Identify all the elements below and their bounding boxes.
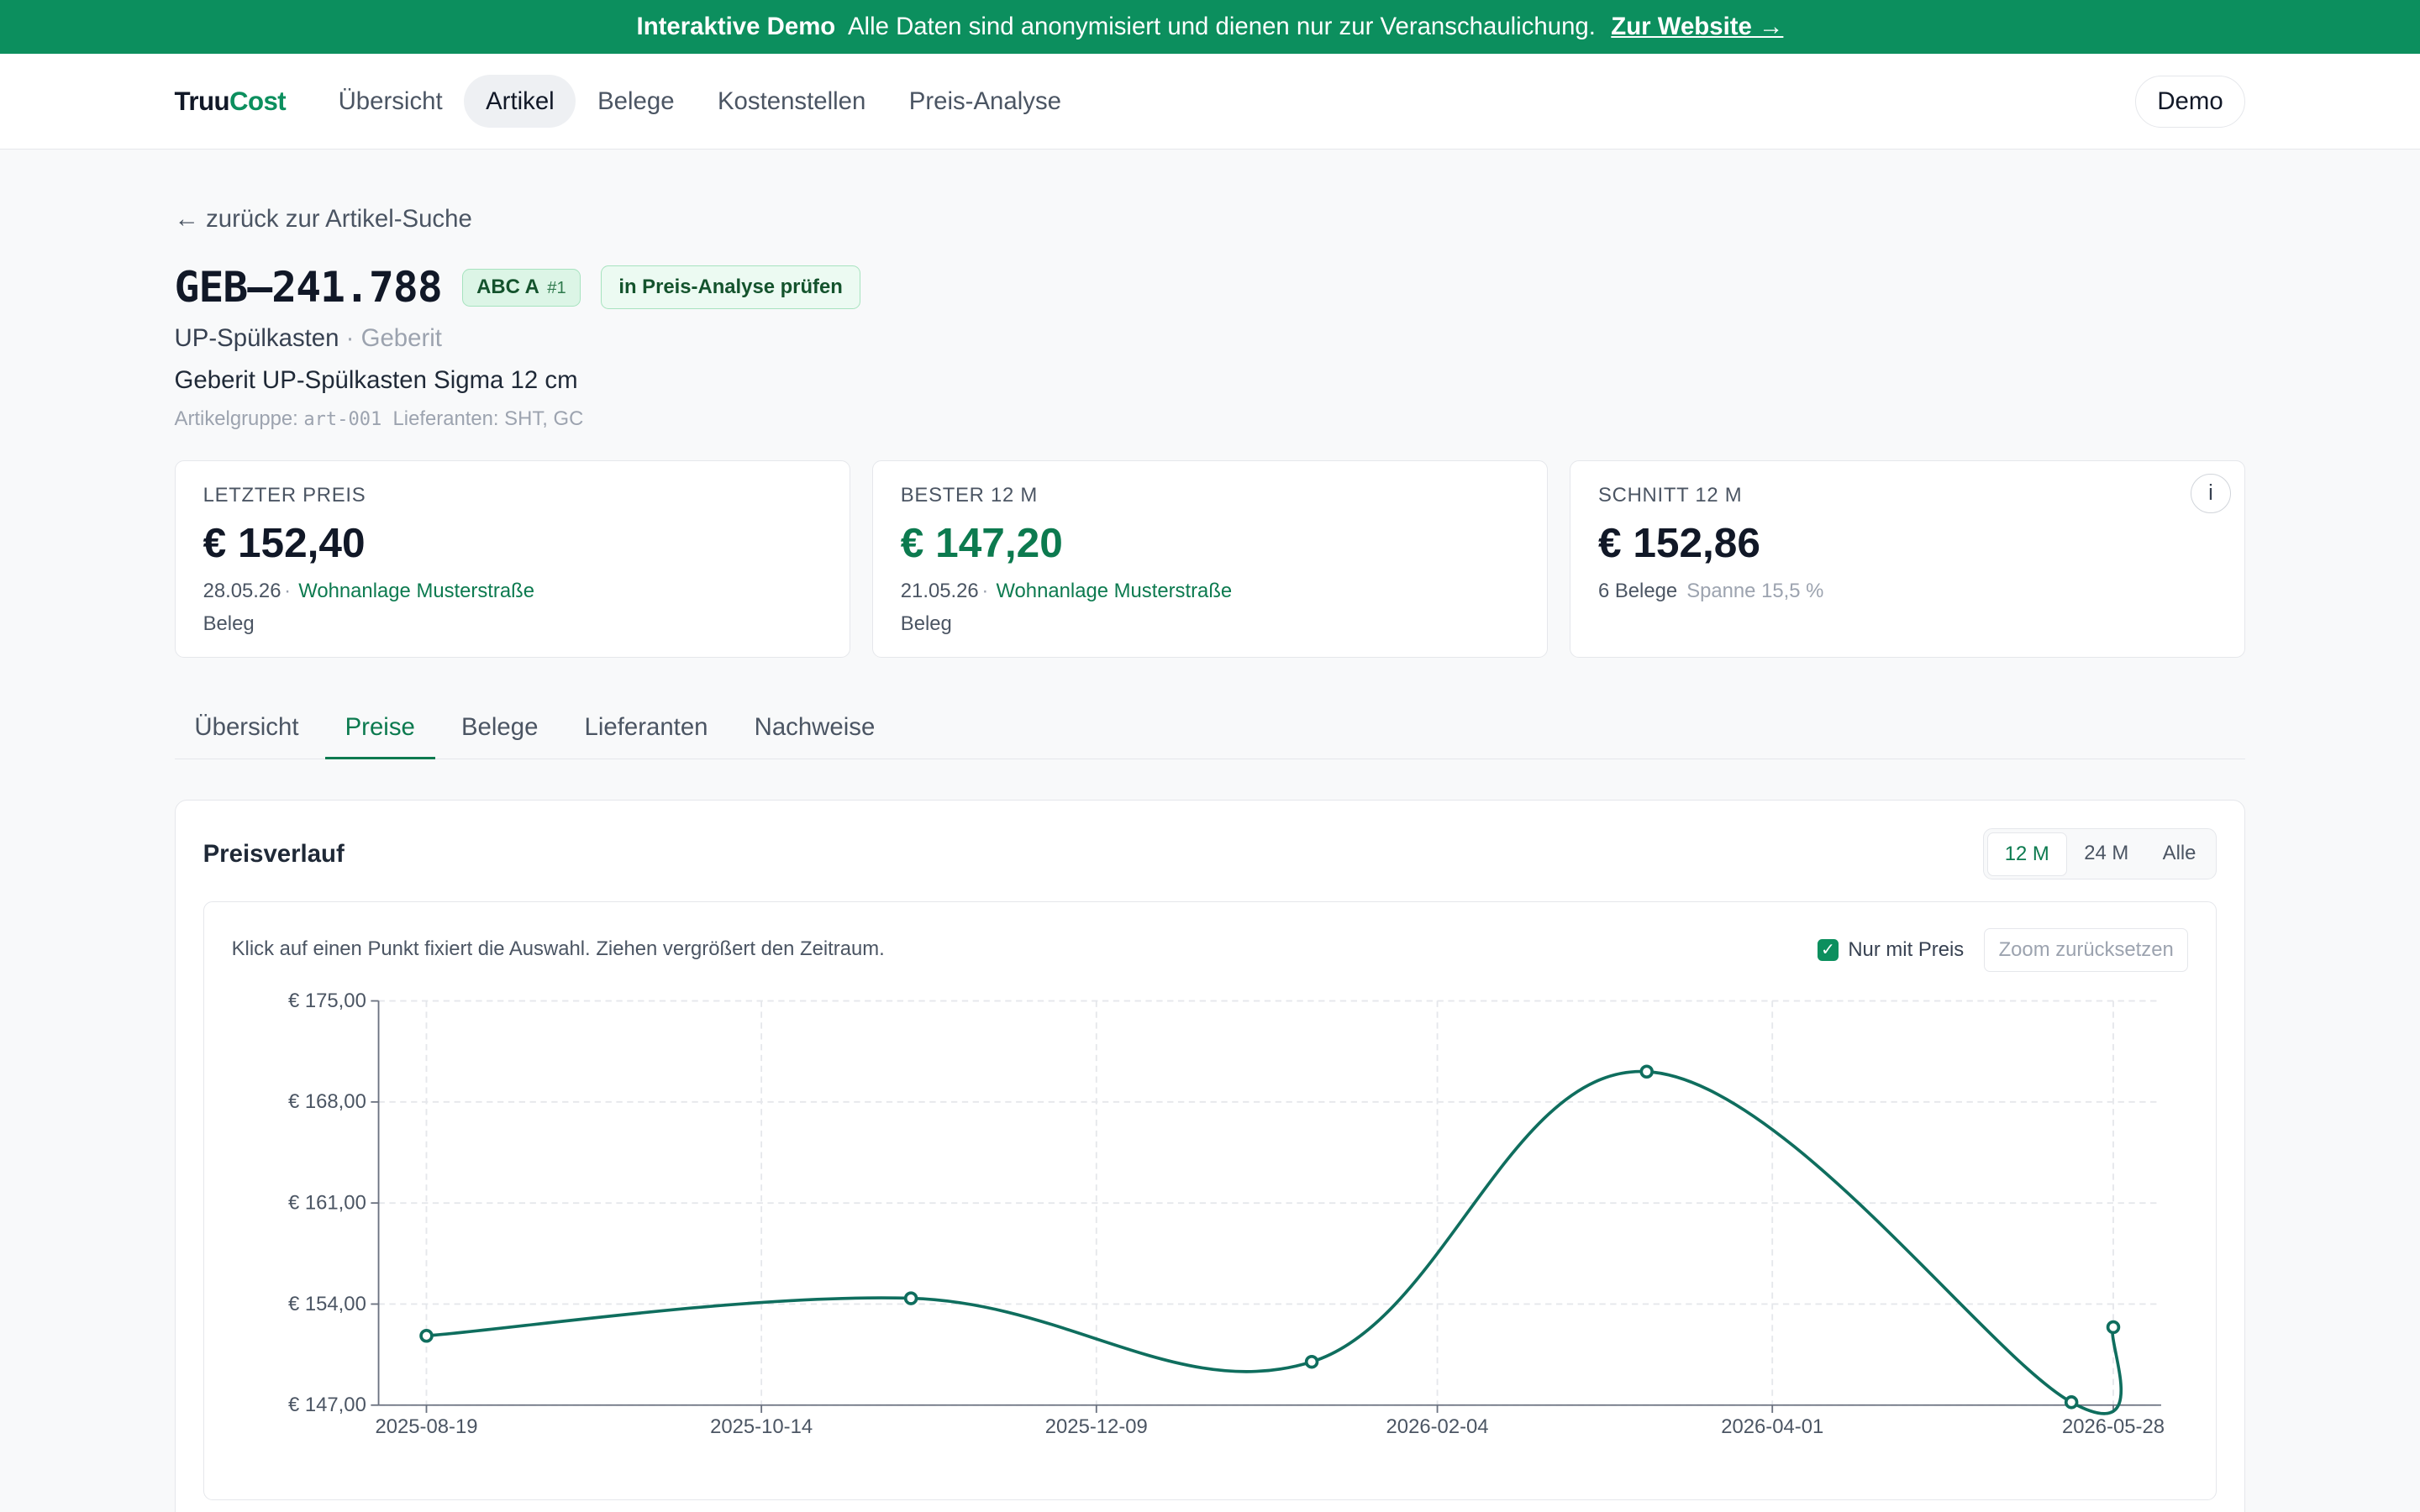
card-label: SCHNITT 12 M [1597,484,1743,507]
y-tick-label: € 154,00 [288,1293,366,1315]
info-icon[interactable]: i [2191,473,2231,514]
card-count: 6 Belege [1597,580,1678,603]
card-value: € 152,86 [1597,519,1760,567]
article-description: Geberit UP-Spülkasten Sigma 12 cm [174,366,578,395]
y-tick-label: € 175,00 [288,990,366,1012]
tab-uebersicht[interactable]: Übersicht [194,713,299,742]
zoom-reset-button[interactable]: Zoom zurücksetzen [1984,928,2189,973]
card-sub: 21.05.26 · Wohnanlage Musterstraße [901,580,1519,603]
range-12m-button[interactable]: 12 M [1986,832,2068,876]
card-value: € 152,40 [203,519,366,567]
article-subline: UP-Spülkasten · Geberit [175,324,2246,353]
checkmark-icon: ✓ [1817,939,1839,962]
banner-text: Alle Daten sind anonymisiert und dienen … [847,13,1596,41]
chart-container: Klick auf einen Punkt fixiert die Auswah… [203,901,2217,1500]
range-all-button[interactable]: Alle [2162,841,2196,864]
card-site-link[interactable]: Wohnanlage Musterstraße [996,580,1233,603]
demo-button[interactable]: Demo [2134,75,2246,128]
card-sub: 28.05.26 · Wohnanlage Musterstraße [203,580,822,603]
nav-item-uebersicht[interactable]: Übersicht [338,87,443,115]
tab-lieferanten[interactable]: Lieferanten [584,713,708,742]
only-price-checkbox[interactable]: ✓ Nur mit Preis [1817,938,1965,962]
card-doc: Beleg [900,612,952,636]
data-point[interactable] [2064,1395,2079,1410]
article-header: GEB–241.788 ABC A #1 in Preis-Analyse pr… [175,263,2246,312]
price-line-chart[interactable]: € 175,00 € 168,00 € 161,00 € 154,00 € 147,00… [204,902,2213,1501]
abc-class: ABC A [476,276,539,299]
website-link[interactable]: Zur Website → [1611,13,1784,41]
nav-item-artikel[interactable]: Artikel [464,75,576,129]
card-sub: 6 Belege Spanne 15,5 % [1598,580,2217,603]
price-series-line [425,1070,2123,1415]
back-link[interactable]: ← zurück zur Artikel-Suche [174,205,472,234]
card-site-link[interactable]: Wohnanlage Musterstraße [298,580,534,603]
dot-separator: · [981,580,989,603]
card-doc: Beleg [203,612,255,636]
logo[interactable]: TruuCost [175,87,287,117]
abc-rank: #1 [547,279,566,298]
card-last-price: LETZTER PREIS € 152,40 28.05.26 · Wohnanla… [174,459,851,659]
demo-banner: Interaktive Demo Alle Daten sind anonymi… [0,0,2420,55]
only-price-label: Nur mit Preis [1848,938,1965,962]
card-value: € 147,20 [900,519,1063,567]
y-tick-label: € 168,00 [288,1090,366,1113]
y-tick-label: € 147,00 [288,1394,366,1416]
top-navigation: TruuCost Übersicht Artikel Belege Kosten… [0,54,2420,150]
separator-dot: · [345,323,355,352]
data-point[interactable] [2106,1320,2120,1335]
main-content: ← zurück zur Artikel-Suche GEB–241.788 A… [0,205,2420,1512]
article-number: GEB–241.788 [174,263,443,312]
price-history-panel: Preisverlauf 12 M 24 M Alle Klick auf ei… [174,799,2246,1512]
panel-header: Preisverlauf 12 M 24 M Alle [203,828,2217,880]
price-cards: LETZTER PREIS € 152,40 28.05.26 · Wohnanla… [174,459,2246,659]
nav-item-preis-analyse[interactable]: Preis-Analyse [908,87,1061,115]
x-tick-label: 2025-10-14 [710,1415,813,1438]
article-brand: Geberit [360,323,442,352]
card-label: LETZTER PREIS [203,484,366,507]
data-point[interactable] [1639,1064,1654,1079]
nav-item-kostenstellen[interactable]: Kostenstellen [717,87,866,115]
range-selector: 12 M 24 M Alle [1982,828,2217,880]
data-point[interactable] [1304,1355,1318,1369]
abc-badge: ABC A #1 [461,268,581,307]
range-24m-button[interactable]: 24 M [2084,841,2129,864]
card-label: BESTER 12 M [900,484,1038,507]
tab-belege[interactable]: Belege [460,713,539,742]
data-point[interactable] [418,1329,434,1343]
detail-tabs: Übersicht Preise Belege Lieferanten Nach… [174,698,2246,760]
x-tick-label: 2026-04-01 [1721,1415,1823,1438]
banner-title: Interaktive Demo [636,13,836,41]
card-best-price: BESTER 12 M € 147,20 21.05.26 · Wohnanlage… [871,459,1549,659]
nav-item-belege[interactable]: Belege [597,87,675,115]
y-tick-label: € 161,00 [288,1192,366,1215]
chart-hint: Klick auf einen Punkt fixiert die Auswah… [231,937,885,961]
x-tick-label: 2025-08-19 [375,1415,477,1438]
article-meta: Artikelgruppe: art-001 Lieferanten: SHT,… [175,407,2246,431]
article-name: UP-Spülkasten [174,323,339,352]
tab-nachweise[interactable]: Nachweise [754,713,876,742]
card-date: 28.05.26 [203,580,281,603]
card-span: Spanne 15,5 % [1686,580,1824,603]
x-tick-label: 2026-05-28 [2062,1415,2165,1438]
card-average-price: SCHNITT 12 M € 152,86 6 Belege Spanne 15,… [1569,459,2246,659]
x-tick-label: 2026-02-04 [1386,1415,1488,1438]
group-code: art-001 [303,409,382,431]
dot-separator: · [284,580,292,603]
tab-preise[interactable]: Preise [324,698,435,760]
check-in-price-analysis-button[interactable]: in Preis-Analyse prüfen [601,265,861,310]
logo-part-truu: Truu [174,86,230,116]
x-tick-label: 2025-12-09 [1044,1415,1147,1438]
panel-title: Preisverlauf [203,839,345,868]
logo-part-cost: Cost [229,86,287,116]
group-label: Artikelgruppe: [174,407,298,431]
chart-options: ✓ Nur mit Preis Zoom zurücksetzen [1817,928,2189,973]
suppliers-text: Lieferanten: SHT, GC [392,407,584,431]
data-point[interactable] [903,1291,918,1305]
card-date: 21.05.26 [900,580,979,603]
